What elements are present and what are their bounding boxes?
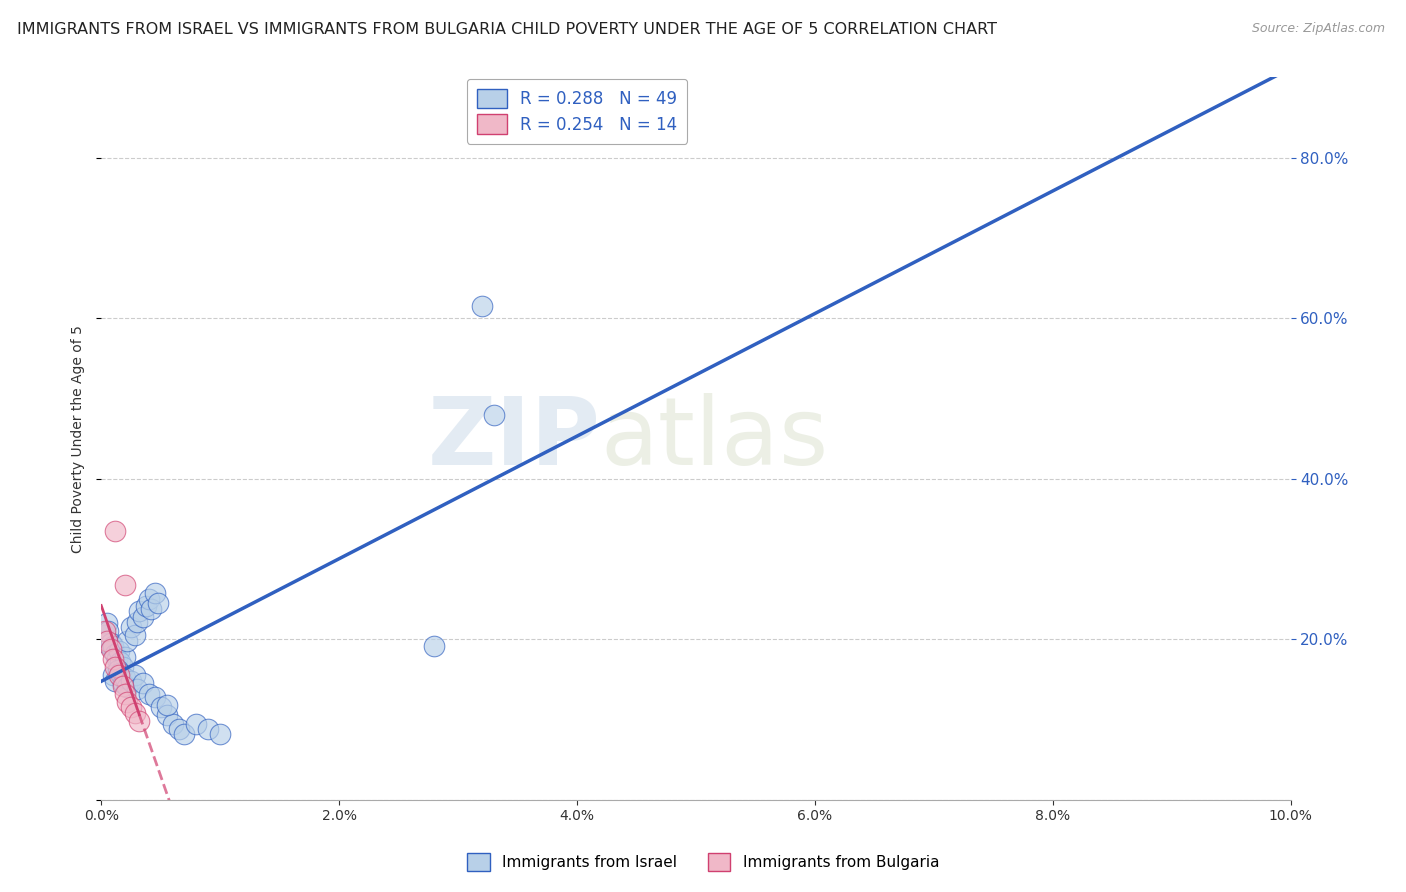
Text: atlas: atlas: [600, 392, 830, 484]
Point: [111, 660, 134, 674]
Point: [101, 641, 124, 656]
Point: [167, 722, 190, 736]
Point: [156, 708, 179, 723]
Point: [132, 609, 155, 624]
Point: [135, 599, 157, 613]
Point: [197, 722, 219, 736]
Point: [482, 408, 505, 422]
Point: [423, 639, 446, 653]
Point: [117, 695, 139, 709]
Point: [104, 673, 127, 688]
Text: IMMIGRANTS FROM ISRAEL VS IMMIGRANTS FROM BULGARIA CHILD POVERTY UNDER THE AGE O: IMMIGRANTS FROM ISRAEL VS IMMIGRANTS FRO…: [17, 22, 997, 37]
Point: [120, 620, 142, 634]
Point: [132, 676, 155, 690]
Point: [94, 624, 117, 639]
Point: [108, 644, 131, 658]
Point: [114, 577, 136, 591]
Point: [96, 616, 118, 631]
Point: [101, 639, 124, 653]
Point: [110, 655, 132, 669]
Point: [101, 668, 124, 682]
Point: [104, 647, 127, 661]
Point: [125, 615, 148, 629]
Point: [124, 706, 146, 720]
Y-axis label: Child Poverty Under the Age of 5: Child Poverty Under the Age of 5: [72, 325, 86, 552]
Point: [209, 727, 232, 741]
Point: [138, 687, 160, 701]
Point: [96, 633, 118, 648]
Point: [114, 649, 136, 664]
Text: ZIP: ZIP: [427, 392, 600, 484]
Point: [141, 601, 163, 615]
Point: [107, 663, 129, 677]
Point: [120, 700, 142, 714]
Point: [120, 673, 142, 688]
Point: [114, 671, 136, 685]
Point: [111, 676, 134, 690]
Point: [143, 585, 166, 599]
Point: [104, 660, 127, 674]
Legend: R = 0.288   N = 49, R = 0.254   N = 14: R = 0.288 N = 49, R = 0.254 N = 14: [467, 78, 688, 144]
Point: [100, 641, 122, 656]
Point: [104, 524, 127, 538]
Point: [111, 679, 134, 693]
Point: [105, 652, 128, 666]
Point: [143, 690, 166, 704]
Point: [186, 716, 208, 731]
Point: [117, 633, 139, 648]
Point: [94, 628, 117, 642]
Point: [125, 681, 148, 696]
Point: [97, 624, 120, 639]
Point: [128, 714, 150, 728]
Point: [110, 665, 132, 680]
Point: [162, 716, 184, 731]
Point: [128, 604, 150, 618]
Point: [124, 668, 146, 682]
Point: [114, 687, 136, 701]
Point: [138, 592, 160, 607]
Point: [149, 700, 172, 714]
Point: [100, 636, 122, 650]
Point: [148, 596, 170, 610]
Point: [124, 628, 146, 642]
Point: [117, 681, 139, 695]
Point: [94, 636, 117, 650]
Legend: Immigrants from Israel, Immigrants from Bulgaria: Immigrants from Israel, Immigrants from …: [461, 847, 945, 877]
Point: [173, 727, 195, 741]
Point: [471, 299, 494, 313]
Point: [101, 652, 124, 666]
Point: [108, 668, 131, 682]
Point: [156, 698, 179, 712]
Text: Source: ZipAtlas.com: Source: ZipAtlas.com: [1251, 22, 1385, 36]
